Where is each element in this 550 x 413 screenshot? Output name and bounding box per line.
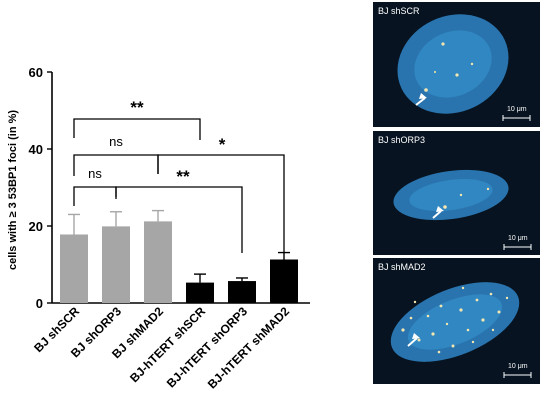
significance-bracket [73, 118, 201, 140]
scale-bar-label: 10 μm [508, 363, 528, 370]
y-tick-label: 20 [29, 219, 43, 234]
bar [144, 221, 172, 303]
micrograph-label: BJ shORP3 [378, 135, 426, 145]
bar-chart: 0 20 40 60 cells with ≥ 3 53BP1 foci (in %) B… [7, 65, 310, 391]
significance-label: ** [176, 167, 190, 186]
nucleus-image [393, 169, 532, 250]
y-tick-label: 40 [29, 142, 43, 157]
x-tick-label: BJ-hTERT shSCR [127, 304, 208, 385]
x-tick-label: BJ-hTERT shMAD2 [205, 304, 292, 391]
micrograph-panel-shorp3: BJ shORP3 10 μm [373, 131, 540, 255]
micrograph-label: BJ shSCR [378, 6, 420, 16]
bar [270, 259, 298, 303]
y-tick-label: 60 [29, 65, 43, 80]
arrow-icon [415, 93, 427, 106]
significance-label: ** [130, 98, 144, 117]
arrow-icon [407, 333, 420, 347]
significance-label: ns [88, 166, 102, 181]
bar [186, 282, 214, 303]
significance-bracket [157, 154, 285, 253]
scale-bar-label: 10 μm [507, 106, 527, 113]
scale-bar-label: 10 μm [508, 235, 528, 242]
y-axis-label: cells with ≥ 3 53BP1 foci (in %) [7, 110, 19, 270]
arrow-icon [432, 206, 444, 219]
bar [102, 226, 130, 303]
micrograph-panel-shmad2: BJ shMAD2 10 μm [373, 258, 540, 384]
significance-bracket [115, 186, 243, 253]
significance-label: ns [109, 134, 123, 149]
y-tick-label: 0 [36, 296, 43, 311]
significance-bracket [73, 154, 159, 176]
significance-bracket [73, 186, 117, 206]
x-tick-label: BJ-hTERT shORP3 [164, 304, 251, 391]
bar [228, 281, 256, 303]
significance-label: * [219, 135, 226, 154]
nucleus-image [397, 14, 531, 121]
bar [60, 234, 88, 303]
micrograph-label: BJ shMAD2 [378, 262, 426, 272]
micrograph-panel-shscr: BJ shSCR 10 μm [373, 2, 540, 127]
nucleus-image [390, 282, 532, 378]
